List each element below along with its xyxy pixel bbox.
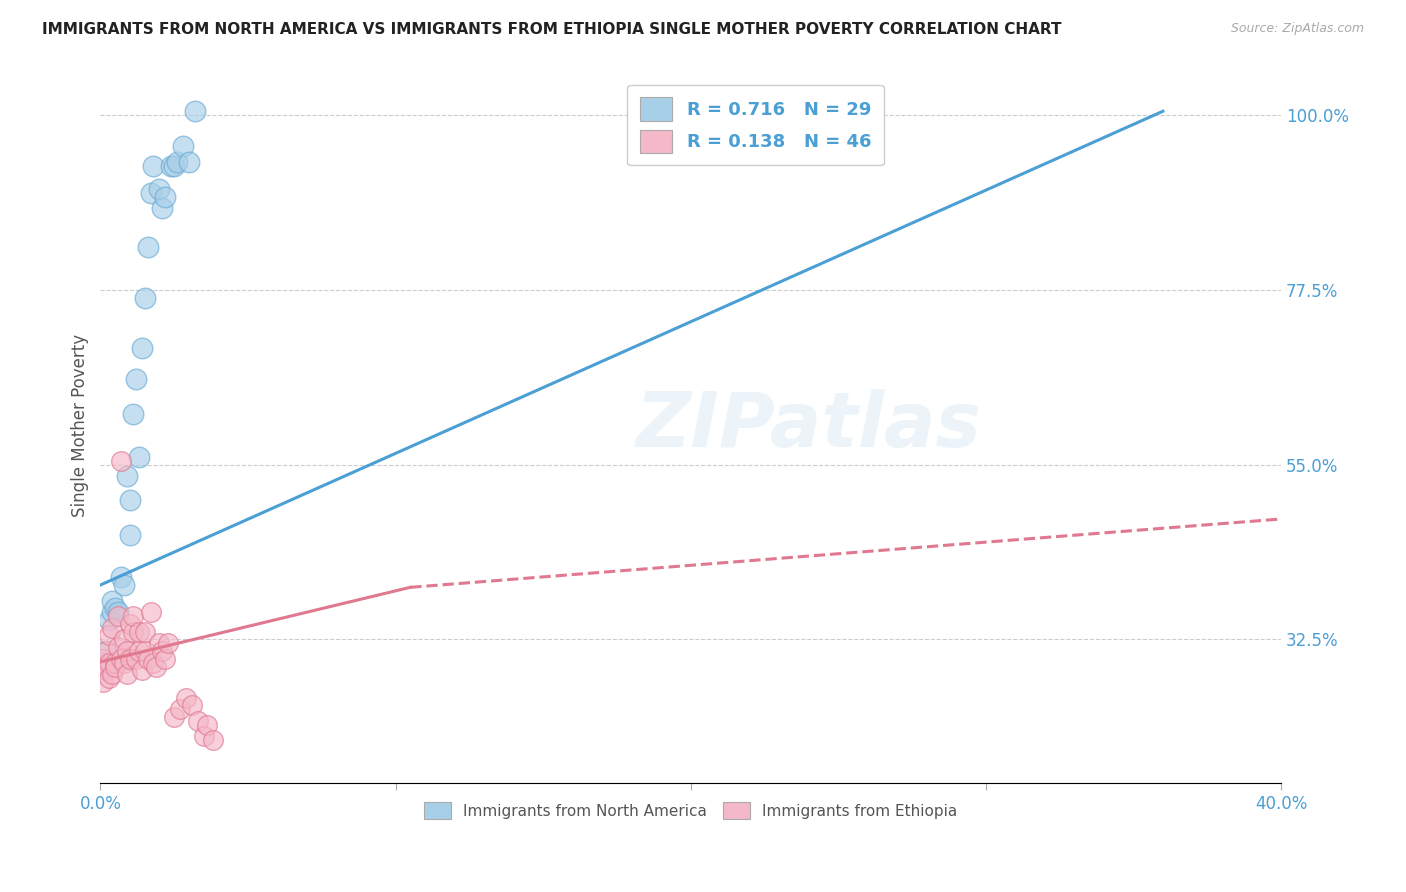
Text: Source: ZipAtlas.com: Source: ZipAtlas.com [1230,22,1364,36]
Point [115,644,138,658]
Point [172,139,194,153]
Point [121,609,143,624]
Point [107,609,129,624]
Point [128,450,150,464]
Point [184,104,207,119]
Point [91,656,114,670]
Point [98,656,121,670]
Point [128,624,150,639]
Y-axis label: Single Mother Poverty: Single Mother Poverty [72,334,89,517]
Point [104,656,127,670]
Point [118,616,141,631]
Point [136,652,159,666]
Point [98,613,121,627]
Point [131,664,153,678]
Point [96,644,118,658]
Point [125,372,148,386]
Point [118,492,141,507]
Point [112,656,135,670]
Point [104,659,127,673]
Point [174,690,197,705]
Point [136,240,159,254]
Point [107,605,129,619]
Point [163,710,186,724]
Point [134,644,156,658]
Point [145,659,167,673]
Point [131,341,153,355]
Point [121,624,143,639]
Point [112,632,135,647]
Point [163,159,186,173]
Point [195,718,218,732]
Point [155,189,177,203]
Point [110,652,132,666]
Point [98,671,121,685]
Point [101,667,124,681]
Point [169,702,191,716]
Point [148,182,170,196]
Point [157,636,180,650]
Point [115,469,138,483]
Point [180,698,202,713]
Point [118,527,141,541]
Point [201,733,224,747]
Point [148,636,170,650]
Point [177,154,200,169]
Text: ZIPatlas: ZIPatlas [636,389,981,463]
Point [121,407,143,421]
Legend: Immigrants from North America, Immigrants from Ethiopia: Immigrants from North America, Immigrant… [418,796,963,825]
Text: IMMIGRANTS FROM NORTH AMERICA VS IMMIGRANTS FROM ETHIOPIA SINGLE MOTHER POVERTY : IMMIGRANTS FROM NORTH AMERICA VS IMMIGRA… [42,22,1062,37]
Point [134,624,156,639]
Point [128,644,150,658]
Point [142,656,165,670]
Point [96,664,118,678]
Point [187,714,209,728]
Point [110,454,132,468]
Point [91,675,114,690]
Point [150,202,173,216]
Point [101,605,124,619]
Point [125,652,148,666]
Point [101,593,124,607]
Point [96,659,118,673]
Point [98,628,121,642]
Point [91,652,114,666]
Point [193,730,215,744]
Point [166,154,188,169]
Point [118,652,141,666]
Point [142,159,165,173]
Point [150,644,173,658]
Point [160,159,183,173]
Point [110,570,132,584]
Point [134,291,156,305]
Point [155,652,177,666]
Point [139,186,162,200]
Point [112,578,135,592]
Point [101,621,124,635]
Point [104,601,127,615]
Point [107,640,129,654]
Point [96,644,118,658]
Point [139,605,162,619]
Point [115,667,138,681]
